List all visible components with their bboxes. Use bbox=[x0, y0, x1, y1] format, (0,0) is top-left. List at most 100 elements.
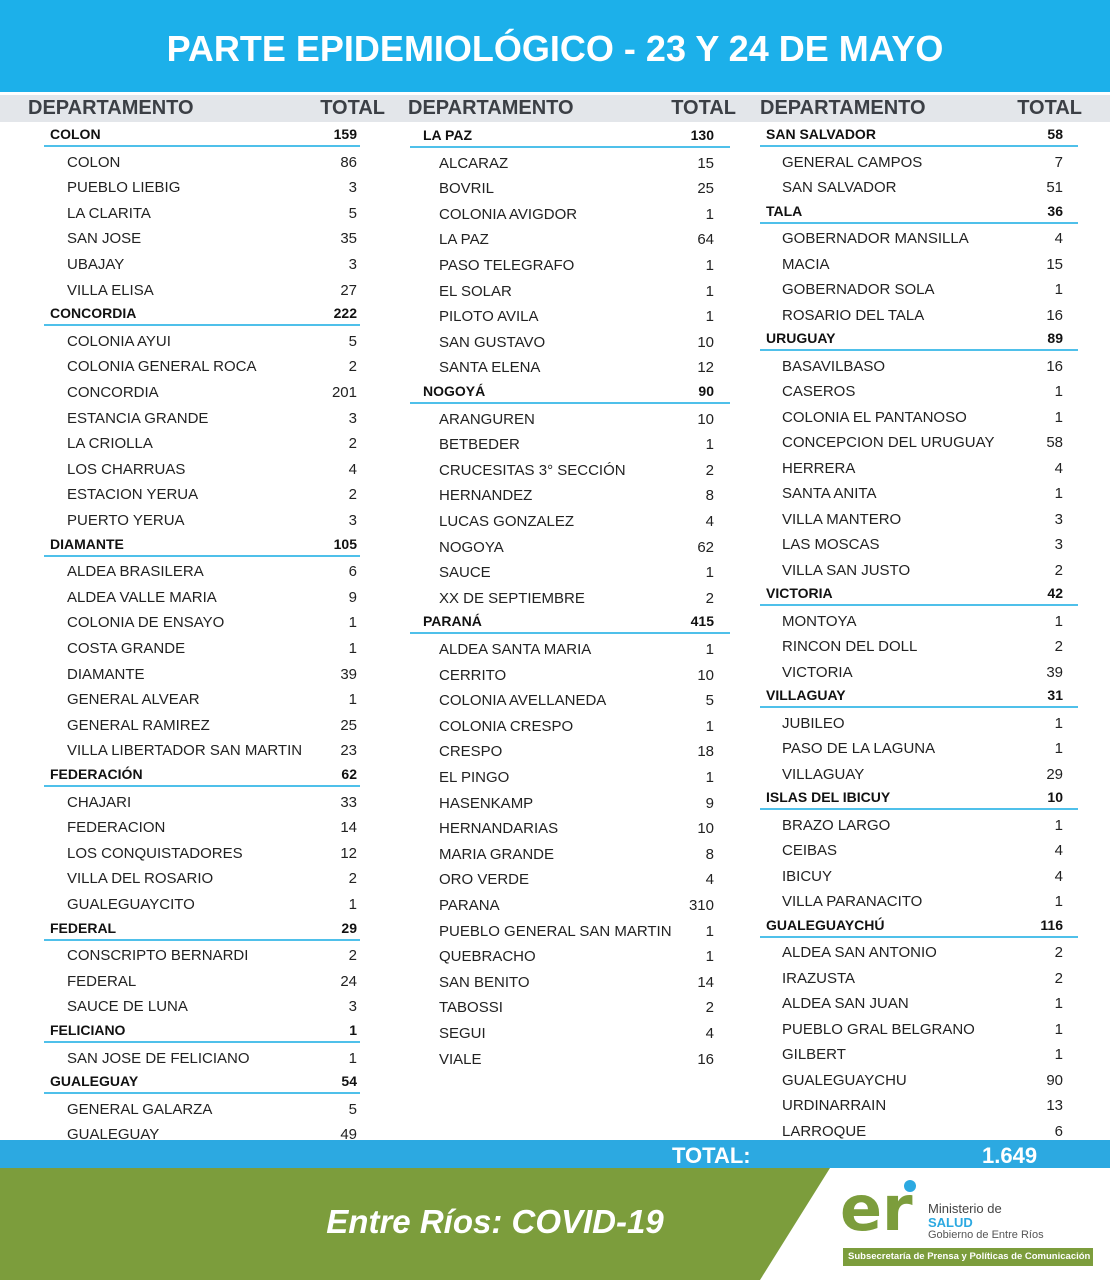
locality-name: COLONIA EL PANTANOSO bbox=[782, 408, 967, 426]
locality-name: COLONIA AVELLANEDA bbox=[439, 692, 607, 710]
locality-name: LA CLARITA bbox=[67, 204, 151, 222]
locality-name: SAUCE DE LUNA bbox=[67, 998, 188, 1016]
locality-name: GENERAL CAMPOS bbox=[782, 153, 923, 171]
locality-name: COLONIA AVIGDOR bbox=[439, 205, 578, 223]
locality-name: QUEBRACHO bbox=[439, 948, 536, 966]
locality-name: SANTA ELENA bbox=[439, 359, 541, 377]
column-header: DEPARTAMENTO bbox=[760, 97, 926, 119]
locality-name: BASAVILBASO bbox=[782, 357, 886, 375]
locality-value: 5 bbox=[705, 692, 714, 710]
locality-value: 5 bbox=[348, 1100, 357, 1118]
locality-value: 10 bbox=[697, 333, 714, 351]
locality-value: 4 bbox=[348, 460, 357, 478]
locality-value: 1 bbox=[348, 1049, 357, 1067]
department-total: 415 bbox=[690, 613, 714, 630]
department-underline bbox=[760, 604, 1078, 606]
locality-name: EL PINGO bbox=[439, 769, 510, 786]
locality-name: CONSCRIPTO BERNARDI bbox=[67, 947, 249, 965]
locality-value: 1 bbox=[348, 614, 357, 632]
locality-value: 1 bbox=[705, 641, 714, 658]
locality-value: 5 bbox=[348, 204, 357, 222]
locality-name: FEDERACION bbox=[67, 819, 166, 837]
locality-value: 2 bbox=[348, 435, 357, 453]
locality-value: 39 bbox=[340, 665, 357, 683]
locality-value: 1 bbox=[705, 948, 714, 966]
locality-value: 1 bbox=[1054, 995, 1063, 1012]
locality-value: 15 bbox=[1046, 255, 1063, 273]
locality-value: 1 bbox=[348, 640, 357, 657]
locality-value: 27 bbox=[340, 281, 357, 299]
locality-value: 1 bbox=[1054, 1020, 1063, 1038]
locality-name: UBAJAY bbox=[67, 256, 125, 273]
locality-value: 1 bbox=[1054, 383, 1063, 400]
locality-name: CONCEPCION DEL URUGUAY bbox=[782, 434, 995, 451]
locality-value: 62 bbox=[697, 538, 714, 556]
locality-name: LA CRIOLLA bbox=[67, 435, 153, 453]
svg-text:er: er bbox=[840, 1172, 913, 1245]
locality-value: 2 bbox=[348, 870, 357, 888]
locality-value: 3 bbox=[348, 179, 357, 197]
locality-value: 3 bbox=[1054, 510, 1063, 528]
locality-value: 58 bbox=[1046, 434, 1063, 451]
locality-name: VILLA PARANACITO bbox=[782, 893, 923, 910]
locality-value: 1 bbox=[705, 308, 714, 326]
locality-name: LOS CHARRUAS bbox=[67, 460, 186, 478]
department-name: PARANÁ bbox=[423, 613, 482, 630]
department-underline bbox=[410, 402, 730, 404]
department-total: 29 bbox=[341, 919, 357, 936]
locality-name: ROSARIO DEL TALA bbox=[782, 306, 925, 324]
column-header: TOTAL bbox=[671, 97, 736, 119]
locality-name: JUBILEO bbox=[782, 714, 845, 732]
locality-name: PUEBLO GRAL BELGRANO bbox=[782, 1020, 975, 1038]
locality-value: 8 bbox=[705, 845, 714, 863]
locality-name: GENERAL ALVEAR bbox=[67, 691, 200, 709]
locality-name: FEDERAL bbox=[67, 972, 137, 990]
locality-name: NOGOYA bbox=[439, 538, 504, 556]
locality-value: 23 bbox=[340, 742, 357, 760]
locality-name: HASENKAMP bbox=[439, 794, 534, 812]
locality-value: 18 bbox=[697, 743, 714, 761]
locality-name: SAN JOSE bbox=[67, 230, 142, 248]
locality-name: CEIBAS bbox=[782, 842, 838, 859]
locality-name: HERNANDEZ bbox=[439, 487, 533, 505]
locality-value: 2 bbox=[1054, 944, 1063, 961]
locality-value: 1 bbox=[705, 717, 714, 735]
total-label: TOTAL: bbox=[672, 1143, 751, 1168]
locality-value: 10 bbox=[697, 820, 714, 838]
locality-value: 9 bbox=[348, 588, 357, 606]
locality-name: PUEBLO LIEBIG bbox=[67, 179, 181, 197]
column-header-band bbox=[0, 95, 1110, 122]
locality-value: 1 bbox=[348, 691, 357, 709]
locality-value: 39 bbox=[1046, 663, 1063, 681]
locality-name: ALDEA SAN ANTONIO bbox=[782, 944, 937, 961]
locality-name: VILLA DEL ROSARIO bbox=[67, 870, 214, 888]
locality-name: BRAZO LARGO bbox=[782, 816, 891, 834]
locality-name: GOBERNADOR MANSILLA bbox=[782, 230, 969, 247]
department-underline bbox=[410, 632, 730, 635]
locality-name: CERRITO bbox=[439, 666, 507, 684]
locality-name: ALDEA SANTA MARIA bbox=[439, 641, 592, 658]
department-underline bbox=[44, 554, 360, 557]
department-name: DIAMANTE bbox=[50, 535, 124, 552]
locality-value: 1 bbox=[705, 769, 714, 786]
locality-value: 29 bbox=[1046, 765, 1063, 783]
locality-value: 310 bbox=[688, 897, 714, 914]
locality-value: 1 bbox=[1054, 740, 1063, 757]
locality-value: 2 bbox=[1054, 969, 1063, 987]
locality-value: 49 bbox=[340, 1126, 357, 1144]
department-name: VICTORIA bbox=[766, 585, 833, 601]
locality-name: PILOTO AVILA bbox=[439, 308, 539, 326]
locality-name: ALDEA SAN JUAN bbox=[782, 995, 909, 1012]
locality-name: VILLA LIBERTADOR SAN MARTIN bbox=[67, 742, 303, 760]
department-name: VILLAGUAY bbox=[766, 687, 846, 703]
locality-value: 64 bbox=[697, 231, 714, 249]
locality-value: 6 bbox=[348, 563, 357, 581]
locality-name: SAUCE bbox=[439, 564, 491, 582]
department-total: 58 bbox=[1047, 126, 1063, 142]
locality-name: DIAMANTE bbox=[67, 665, 145, 683]
locality-value: 2 bbox=[348, 358, 357, 376]
locality-name: ALCARAZ bbox=[439, 154, 509, 172]
locality-name: GENERAL GALARZA bbox=[67, 1100, 213, 1118]
locality-value: 1 bbox=[1054, 893, 1063, 910]
department-total: 116 bbox=[1040, 916, 1063, 933]
